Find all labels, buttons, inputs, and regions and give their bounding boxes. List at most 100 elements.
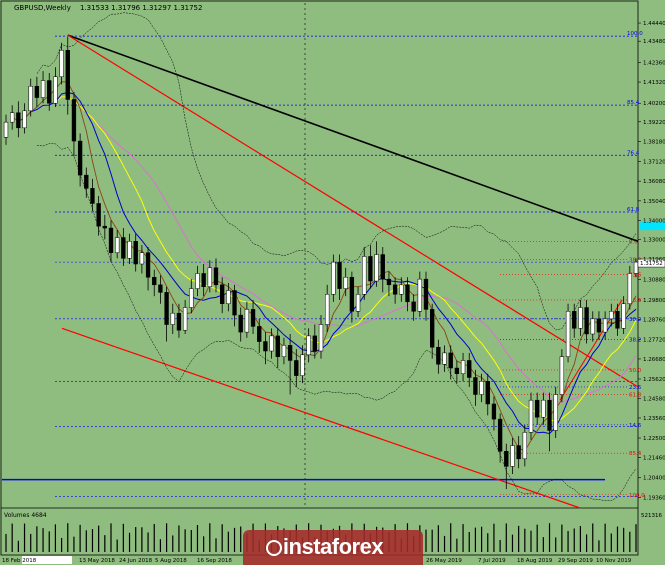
price-tick-label: 1.34000 <box>643 219 665 225</box>
candle-body <box>127 241 132 259</box>
candle-body <box>516 445 521 460</box>
candle-body <box>386 278 392 286</box>
candle-body <box>423 278 429 310</box>
candle-body <box>572 311 577 329</box>
candle-body <box>399 284 404 295</box>
ma-long-line <box>30 96 637 403</box>
candle-body <box>510 445 515 467</box>
indicator-lines <box>2 12 639 509</box>
fib-level-label: 0.0 <box>629 239 638 245</box>
candle-body <box>158 284 163 293</box>
candle-body <box>448 352 453 369</box>
candle-body <box>16 112 21 129</box>
candle-body <box>411 301 416 312</box>
price-tick-label: 1.44440 <box>643 21 665 27</box>
candle-body <box>213 267 219 286</box>
candle-body <box>207 267 212 287</box>
time-cursor-box <box>22 556 72 564</box>
time-axis-label: 7 Jul 2019 <box>478 558 506 564</box>
candle-body <box>522 432 527 460</box>
time-axis: 18 Feb 2018 13 May 2018 24 Jun 2018 5 Aug 2… <box>2 556 632 564</box>
candle-body <box>145 252 151 278</box>
candle-body <box>578 307 583 329</box>
candle-body <box>201 273 206 287</box>
candle-body <box>189 288 194 308</box>
fib-level-label: 50.0 <box>629 368 642 374</box>
candle-body <box>164 292 169 325</box>
price-tick-label: 1.20400 <box>643 476 665 482</box>
price-tick-label: 1.29800 <box>643 298 665 304</box>
candle-body <box>430 309 435 348</box>
price-tick-label: 1.24580 <box>643 397 665 403</box>
candle-body <box>287 345 293 361</box>
candle-body <box>491 403 497 420</box>
candle-body <box>362 256 367 295</box>
candle-body <box>485 381 490 405</box>
current-price-marker <box>640 222 665 231</box>
time-axis-label: 18 Feb 2018 <box>2 558 37 564</box>
candle-body <box>40 80 46 98</box>
fib-level-label: 85.4 <box>629 451 642 457</box>
candle-body <box>71 99 77 142</box>
time-axis-label: 16 Sep 2018 <box>197 558 232 564</box>
candle-body <box>121 237 126 259</box>
candle-body <box>275 335 280 357</box>
candle-body <box>325 294 330 325</box>
price-tick-label: 1.30880 <box>643 278 665 284</box>
price-tick-label: 1.23560 <box>643 416 665 422</box>
candle-body <box>108 227 114 253</box>
candle-body <box>65 50 70 100</box>
volume-axis-label: 521316 <box>641 513 662 519</box>
fib-level-label: 23.6 <box>629 385 642 391</box>
candle-body <box>170 312 175 325</box>
channel-lower-line <box>61 327 581 509</box>
candle-body <box>318 324 324 352</box>
candle-body <box>182 307 188 331</box>
chart-symbol-label: GBPUSD,Weekly <box>14 4 71 12</box>
resistance-trendline <box>67 34 639 243</box>
candle-body <box>281 345 287 357</box>
candle-body <box>627 273 632 304</box>
price-tick-label: 1.35040 <box>643 199 665 205</box>
time-axis-label: 26 May 2019 <box>426 558 462 564</box>
price-tick-label: 1.28760 <box>643 318 665 324</box>
candle-body <box>115 237 120 253</box>
fib-level-label: 38.2 <box>629 338 641 344</box>
bollinger-lower-line <box>36 143 637 502</box>
fib-level-label: 100.0 <box>629 493 645 499</box>
candle-body <box>133 241 138 265</box>
candle-body <box>84 174 89 189</box>
fib-level-label: 23.6 <box>629 272 642 278</box>
fib-level-label: 23.6 <box>629 298 642 304</box>
candle-body <box>621 303 626 329</box>
time-axis-label: 10 Nov 2019 <box>596 558 632 564</box>
fib-level-label: 38.2 <box>629 257 641 263</box>
candle-body <box>3 121 9 138</box>
candle-body <box>226 290 231 304</box>
time-axis-label: 13 May 2018 <box>79 558 115 564</box>
candle-body <box>528 399 534 433</box>
candle-body <box>405 284 410 303</box>
candle-body <box>374 254 379 282</box>
candle-body <box>615 311 620 329</box>
candle-body <box>152 277 157 286</box>
price-tick-label: 1.21460 <box>643 456 665 462</box>
candle-body <box>602 318 608 333</box>
candle-body <box>263 341 268 352</box>
price-tick-label: 1.41320 <box>643 80 665 86</box>
candle-body <box>28 85 33 112</box>
candle-body <box>337 261 342 289</box>
candle-body <box>47 80 52 104</box>
candle-body <box>547 399 552 431</box>
chart-ohlc-label: 1.31533 1.31796 1.31297 1.31752 <box>80 4 202 12</box>
last-price-box <box>637 258 665 268</box>
price-tick-label: 1.37120 <box>643 159 665 165</box>
price-tick-label: 1.33000 <box>643 237 665 243</box>
price-tick-label: 1.38180 <box>643 139 665 145</box>
candle-body <box>596 318 602 333</box>
candles <box>3 37 639 490</box>
candle-body <box>77 140 83 176</box>
fib-level-label: 85.4 <box>627 100 640 106</box>
candle-body <box>504 451 509 467</box>
